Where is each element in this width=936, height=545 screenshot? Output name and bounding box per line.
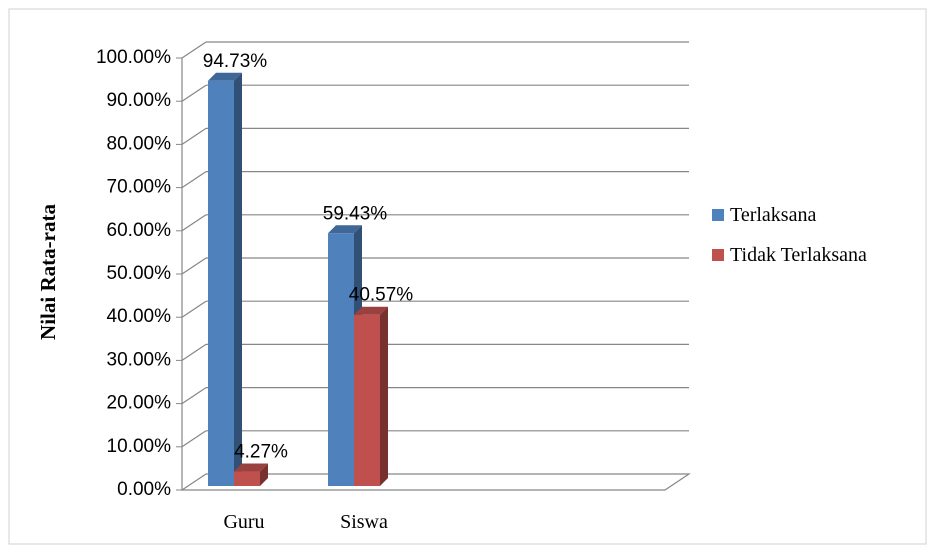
gridline-side bbox=[181, 430, 207, 448]
y-tick-label: 30.00% bbox=[107, 349, 172, 370]
data-label: 59.43% bbox=[323, 203, 388, 224]
bar-side bbox=[260, 463, 268, 486]
gridline-side bbox=[181, 84, 207, 102]
legend-label-terlaksana: Terlaksana bbox=[730, 204, 816, 226]
y-tick-label: 20.00% bbox=[107, 393, 172, 414]
gridline-side bbox=[181, 171, 207, 189]
data-label: 40.57% bbox=[349, 285, 414, 306]
y-tick-label: 90.00% bbox=[107, 90, 172, 111]
x-tick-label: Siswa bbox=[340, 511, 388, 533]
y-tick-label: 0.00% bbox=[117, 479, 171, 500]
bar-top bbox=[234, 463, 268, 472]
bar bbox=[328, 233, 354, 486]
bar bbox=[354, 314, 380, 486]
y-axis-title: Nilai Rata-rata bbox=[36, 204, 60, 340]
bar-side bbox=[380, 306, 388, 486]
y-axis-ticks: 0.00% 10.00% 20.00% 30.00% 40.00% 50.00% 60.00… bbox=[96, 47, 182, 500]
floor-plane bbox=[180, 473, 691, 491]
gridline-side bbox=[181, 343, 207, 361]
bar-top bbox=[354, 306, 388, 315]
data-label: 4.27% bbox=[234, 442, 288, 463]
gridline-side bbox=[181, 214, 207, 232]
legend: Terlaksana Tidak Terlaksana bbox=[712, 204, 867, 266]
gridline-side bbox=[181, 300, 207, 318]
legend-swatch-terlaksana bbox=[712, 209, 724, 221]
x-tick-label: Guru bbox=[223, 511, 264, 533]
gridline-side bbox=[181, 127, 207, 145]
gridline-side bbox=[181, 257, 207, 275]
x-axis-ticks: Guru Siswa bbox=[223, 511, 388, 533]
y-tick-label: 10.00% bbox=[107, 436, 172, 457]
y-tick-label: 100.00% bbox=[96, 47, 171, 68]
gridlines bbox=[180, 41, 691, 491]
bar-top bbox=[328, 225, 362, 234]
gridline-side bbox=[181, 41, 207, 59]
y-tick-label: 50.00% bbox=[107, 263, 172, 284]
data-label: 94.73% bbox=[203, 51, 268, 72]
y-tick-label: 40.00% bbox=[107, 306, 172, 327]
chart-frame bbox=[8, 8, 927, 545]
bar-top bbox=[208, 72, 242, 81]
y-tick-label: 70.00% bbox=[107, 177, 172, 198]
legend-swatch-tidak-terlaksana bbox=[712, 249, 724, 261]
data-labels: 94.73% 4.27% 59.43% 40.57% bbox=[203, 51, 414, 463]
legend-label-tidak-terlaksana: Tidak Terlaksana bbox=[730, 244, 867, 266]
bar-side bbox=[234, 72, 242, 486]
y-tick-label: 60.00% bbox=[107, 220, 172, 241]
gridline-side bbox=[181, 387, 207, 405]
bar bbox=[208, 80, 234, 486]
bar bbox=[234, 471, 260, 486]
bars bbox=[208, 72, 388, 487]
y-tick-label: 80.00% bbox=[107, 133, 172, 154]
